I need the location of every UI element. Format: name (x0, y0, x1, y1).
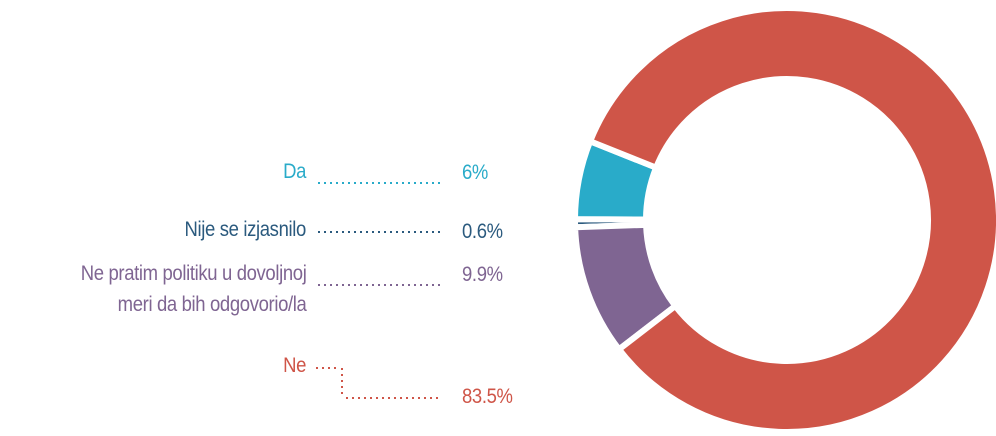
legend-label: Da (283, 160, 306, 183)
legend-label: Ne (283, 354, 306, 377)
value-label: 9.9% (462, 263, 503, 286)
value-label: 83.5% (462, 385, 513, 408)
donut-slice (586, 5, 996, 435)
legend-label: Nije se izjasnilo (184, 218, 307, 241)
value-label: 0.6% (462, 220, 503, 243)
value-label: 6% (462, 161, 489, 184)
legend-label: Ne pratim politiku u dovoljnoj meri da b… (80, 262, 306, 316)
